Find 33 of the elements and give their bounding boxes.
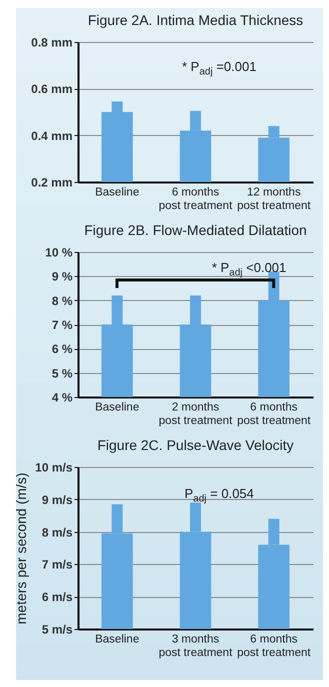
y-tick-label: 0.8 mm bbox=[31, 36, 72, 50]
annotation: P$_{adj}$ = 0.054 bbox=[184, 486, 254, 506]
y-tick-label: 6 % bbox=[52, 342, 73, 356]
y-tick-label: 0.6 mm bbox=[31, 82, 72, 96]
y-tick-label: 9 m/s bbox=[42, 492, 73, 507]
x-tick-label: 12 months post treatment bbox=[237, 186, 312, 212]
y-tick-label: 0.2 mm bbox=[31, 176, 72, 190]
x-tick-label: 6 months post treatment bbox=[158, 186, 234, 212]
x-tick-label: 3 months post treatment bbox=[158, 634, 234, 659]
y-tick-label: 8 % bbox=[52, 294, 73, 308]
x-tick-label: Baseline bbox=[95, 634, 140, 646]
y-axis-title: meters per second (m/s) bbox=[13, 472, 30, 624]
y-tick-label: 5 m/s bbox=[42, 622, 73, 636]
x-tick-label: Baseline bbox=[95, 186, 140, 198]
y-tick-label: 6 m/s bbox=[42, 590, 73, 604]
x-tick-label: 6 months post treatment bbox=[237, 402, 312, 427]
y-tick-label: 9 % bbox=[52, 270, 73, 284]
x-tick-label: 2 months post treatment bbox=[158, 402, 234, 427]
y-tick-label: 7 % bbox=[52, 318, 73, 332]
x-tick-label: 6 months post treatment bbox=[237, 634, 312, 659]
y-tick-label: 4 % bbox=[52, 390, 73, 404]
chart-title: Figure 2C. Pulse-Wave Velocity bbox=[97, 437, 294, 453]
y-tick-label: 10 % bbox=[45, 246, 73, 260]
y-tick-label: 5 % bbox=[52, 366, 73, 380]
annotation: * P$_{adj}$ =0.001 bbox=[182, 58, 256, 78]
annotation: * P$_{adj}$ <0.001 bbox=[212, 260, 286, 278]
y-tick-label: 8 m/s bbox=[42, 525, 73, 540]
y-tick-label: 10 m/s bbox=[35, 460, 73, 474]
y-tick-label: 7 m/s bbox=[42, 558, 73, 572]
chart-title: Figure 2A. Intima Media Thickness bbox=[88, 12, 304, 28]
chart-title: Figure 2B. Flow-Mediated Dilatation bbox=[84, 222, 307, 238]
y-tick-label: 0.4 mm bbox=[31, 128, 72, 143]
x-tick-label: Baseline bbox=[95, 402, 140, 414]
